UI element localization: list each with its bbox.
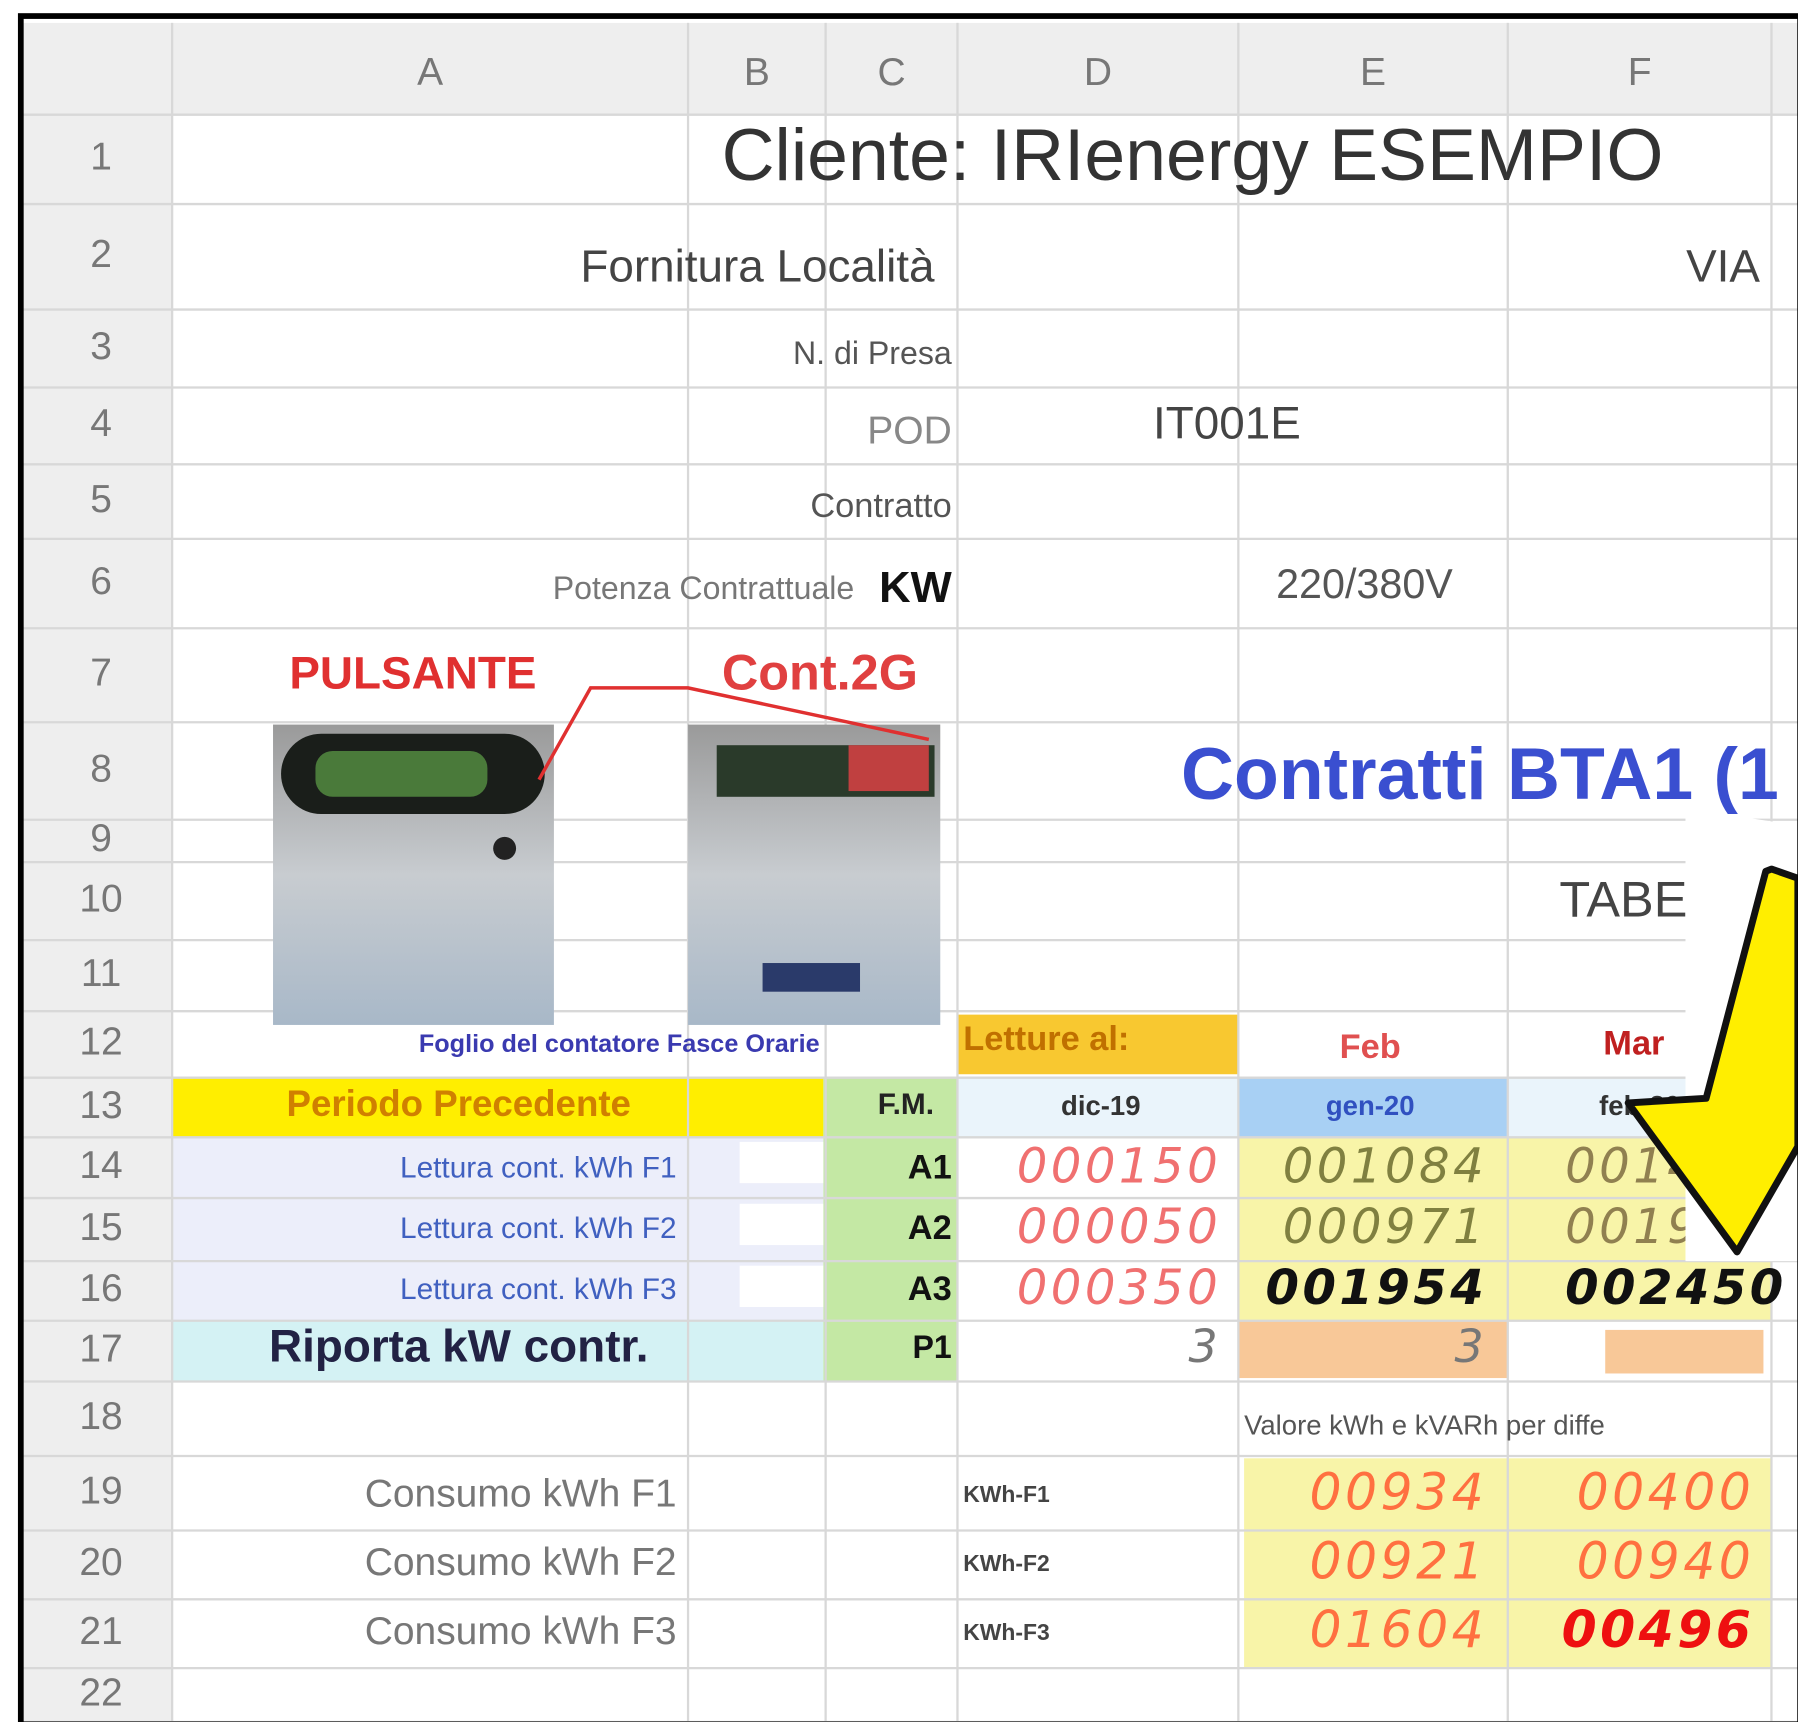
column-header: A	[417, 51, 443, 94]
cell-text: Valore kWh e kVARh per diffe	[1244, 1410, 1605, 1441]
cell-text: gen-20	[1326, 1090, 1415, 1121]
row-number: 2	[90, 233, 112, 276]
cell-text: 00400	[1577, 1463, 1755, 1522]
cell-text: N. di Presa	[793, 335, 952, 371]
cell-text: Consumo kWh F3	[365, 1610, 677, 1653]
cell-text: Cont.2G	[722, 644, 918, 701]
row-number: 1	[90, 136, 112, 179]
cell-text: POD	[867, 410, 951, 453]
cell-text: 220/380V	[1276, 561, 1453, 607]
row-number: 17	[79, 1327, 122, 1370]
cell-text: Contratto	[810, 487, 951, 525]
cell-text: Fornitura Località	[580, 240, 935, 292]
cell-text: 00940	[1577, 1531, 1755, 1590]
cell-text: P1	[912, 1329, 951, 1365]
row-number: 14	[79, 1144, 122, 1187]
column-header: C	[877, 51, 905, 94]
row-number: 16	[79, 1267, 122, 1310]
row-number: 21	[79, 1610, 122, 1653]
row-number: 10	[79, 877, 122, 920]
row-number: 9	[90, 817, 112, 860]
cell-text: 000350	[1017, 1260, 1221, 1316]
cell-text: Mar	[1603, 1025, 1664, 1063]
cell-text: PULSANTE	[289, 647, 536, 699]
column-header: E	[1360, 51, 1386, 94]
cell-text: 000050	[1017, 1199, 1221, 1255]
cell-fills	[23, 22, 1798, 1722]
cell-text: Potenza Contrattuale	[553, 570, 855, 606]
cell-text: dic-19	[1061, 1090, 1140, 1121]
cell-text: Feb	[1340, 1028, 1401, 1066]
row-number: 6	[90, 560, 112, 603]
cell-text: A1	[908, 1148, 952, 1186]
row-number: 12	[79, 1021, 122, 1064]
column-header: D	[1084, 51, 1112, 94]
cell-text: KWh-F2	[963, 1550, 1050, 1576]
cell-text: Lettura cont. kWh F3	[400, 1273, 677, 1306]
cell-text: Consumo kWh F1	[365, 1472, 677, 1515]
cell-text: Lettura cont. kWh F1	[400, 1151, 677, 1184]
row-number: 15	[79, 1206, 122, 1249]
cell-text: 000150	[1017, 1138, 1221, 1194]
cell-text: KWh-F3	[963, 1619, 1050, 1645]
cell-text: A2	[908, 1209, 952, 1247]
cell-text: Cliente: IRIenergy ESEMPIO	[722, 114, 1664, 196]
cell-text: 00496	[1562, 1600, 1755, 1659]
cell-text: 002450	[1565, 1260, 1787, 1316]
cell-text: Foglio del contatore Fasce Orarie	[419, 1030, 820, 1058]
row-number: 4	[90, 402, 112, 445]
cell-text: F.M.	[878, 1088, 934, 1121]
cell-text: A3	[908, 1270, 952, 1308]
column-header: F	[1628, 51, 1652, 94]
row-number: 19	[79, 1470, 122, 1513]
cell-text: 3	[1455, 1319, 1488, 1373]
cell-text: Periodo Precedente	[287, 1083, 631, 1124]
column-header: B	[744, 51, 770, 94]
row-number: 3	[90, 325, 112, 368]
row-number: 20	[79, 1541, 122, 1584]
cell-text: 001084	[1283, 1138, 1487, 1194]
row-number: 22	[79, 1671, 122, 1714]
row-number: 7	[90, 652, 112, 695]
row-number: 8	[90, 747, 112, 790]
row-number: 13	[79, 1084, 122, 1127]
meter-images	[273, 686, 941, 1025]
cell-text: Lettura cont. kWh F2	[400, 1212, 677, 1245]
cell-text: 001954	[1266, 1260, 1488, 1316]
cell-text: 01604	[1309, 1600, 1487, 1659]
row-number: 18	[79, 1395, 122, 1438]
row-number: 5	[90, 478, 112, 521]
cell-text: 000971	[1283, 1199, 1487, 1255]
cell-text: 3	[1189, 1319, 1222, 1373]
cell-text: 00921	[1309, 1531, 1487, 1590]
cell-text: Letture al:	[963, 1020, 1129, 1058]
cell-text: VIA	[1686, 240, 1760, 292]
row-number: 11	[81, 952, 121, 995]
frame	[17, 13, 1798, 1722]
cell-text: 00934	[1309, 1463, 1487, 1522]
cell-text: Contratti BTA1 (1	[1181, 733, 1779, 815]
cell-text: KW	[879, 564, 952, 612]
cell-text: Consumo kWh F2	[365, 1541, 677, 1584]
cell-text: IT001E	[1153, 397, 1301, 449]
cell-text: Riporta kW contr.	[269, 1320, 649, 1372]
cell-text: KWh-F1	[963, 1481, 1050, 1507]
